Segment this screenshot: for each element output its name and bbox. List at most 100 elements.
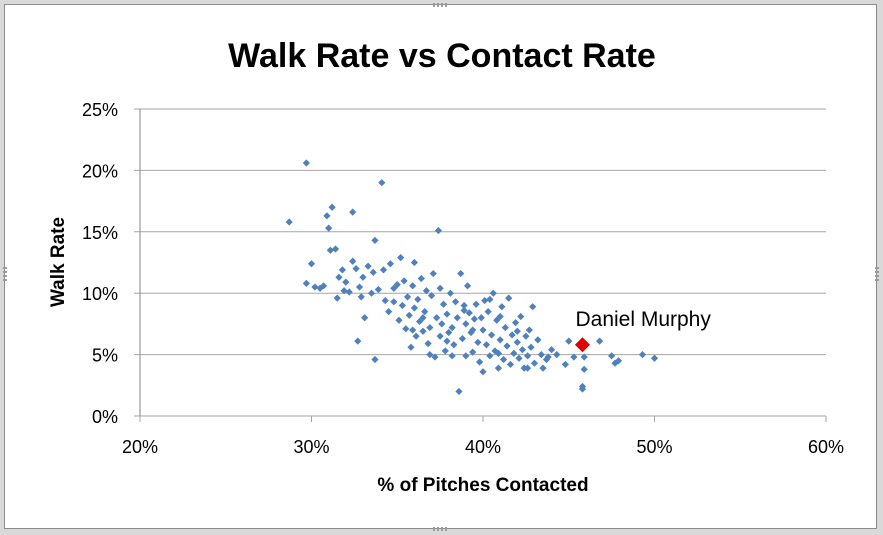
- x-tick-label: 30%: [293, 437, 329, 457]
- data-point: [445, 328, 453, 337]
- data-point: [424, 339, 432, 348]
- data-point: [455, 387, 463, 396]
- y-tick-label: 5%: [92, 346, 118, 366]
- data-point: [548, 346, 556, 354]
- data-point: [479, 326, 487, 334]
- data-point: [451, 298, 460, 306]
- data-point: [458, 335, 467, 343]
- data-point: [369, 268, 377, 276]
- data-point: [462, 320, 470, 328]
- data-point: [390, 298, 398, 306]
- resize-handle-right[interactable]: [875, 265, 879, 281]
- data-point: [460, 301, 468, 310]
- data-point: [443, 337, 451, 345]
- data-point: [506, 360, 515, 369]
- data-point: [319, 282, 328, 290]
- data-point: [311, 283, 319, 291]
- data-point: [523, 352, 532, 360]
- data-point: [518, 346, 527, 354]
- data-point: [477, 314, 485, 322]
- y-axis-label: Walk Rate: [48, 217, 69, 307]
- data-point: [486, 352, 494, 360]
- data-point: [364, 262, 372, 270]
- data-point: [323, 212, 331, 220]
- data-point: [542, 355, 551, 364]
- data-point: [608, 352, 616, 360]
- data-point: [457, 269, 465, 278]
- highlight-point: [574, 337, 590, 353]
- y-tick-label: 20%: [82, 161, 118, 181]
- data-point: [403, 293, 412, 301]
- data-point: [448, 323, 456, 332]
- data-point: [361, 314, 369, 322]
- data-point: [465, 309, 473, 317]
- data-point: [398, 301, 406, 310]
- data-point: [525, 326, 533, 334]
- data-point: [487, 331, 496, 339]
- resize-handle-bottom[interactable]: [433, 527, 449, 531]
- data-point: [357, 293, 365, 301]
- data-point: [462, 352, 470, 360]
- x-tick-label: 60%: [808, 437, 844, 457]
- data-point: [325, 224, 333, 232]
- data-point: [527, 343, 535, 351]
- data-point: [434, 226, 443, 235]
- data-point: [505, 294, 513, 302]
- data-point: [479, 368, 487, 376]
- data-point: [412, 332, 420, 340]
- data-point: [431, 353, 439, 361]
- data-point: [409, 326, 417, 334]
- data-point: [484, 308, 492, 316]
- data-point: [508, 331, 516, 339]
- data-point: [402, 325, 410, 333]
- data-point: [614, 357, 623, 365]
- data-point: [302, 279, 310, 287]
- data-point: [421, 308, 429, 316]
- data-point: [539, 364, 547, 372]
- data-point: [463, 282, 472, 290]
- data-point: [501, 323, 509, 332]
- data-point: [481, 296, 489, 305]
- data-point: [565, 337, 573, 345]
- data-point: [438, 320, 446, 328]
- data-point: [378, 179, 386, 187]
- data-point: [433, 314, 441, 322]
- resize-handle-left[interactable]: [3, 265, 7, 281]
- data-point: [474, 338, 482, 346]
- data-point: [429, 269, 437, 278]
- data-point: [496, 336, 504, 344]
- y-axis-tick-labels: 0% 5% 10% 15% 20% 25%: [82, 100, 118, 427]
- data-point: [553, 351, 561, 359]
- data-point: [439, 300, 448, 308]
- data-point: [386, 260, 394, 268]
- data-point: [354, 337, 362, 345]
- data-point: [426, 323, 434, 332]
- data-point: [475, 358, 484, 366]
- data-point: [650, 354, 659, 362]
- resize-handle-top[interactable]: [433, 3, 449, 7]
- y-tick-label: 10%: [82, 284, 118, 304]
- data-point: [499, 355, 508, 364]
- chart-area[interactable]: [3, 3, 879, 531]
- data-point: [446, 289, 455, 297]
- data-point: [349, 208, 357, 216]
- data-point: [486, 295, 494, 303]
- data-point: [285, 218, 293, 226]
- data-point: [515, 354, 523, 362]
- data-point: [400, 277, 408, 285]
- data-point: [397, 253, 405, 262]
- data-point: [470, 315, 479, 323]
- data-point: [448, 352, 456, 360]
- data-point: [443, 310, 451, 318]
- x-tick-label: 40%: [465, 437, 501, 457]
- data-point: [460, 306, 468, 314]
- data-point: [374, 285, 382, 294]
- data-point: [338, 266, 346, 274]
- y-tick-label: 25%: [82, 100, 118, 120]
- data-point: [307, 260, 316, 268]
- data-point: [359, 273, 367, 281]
- data-point: [529, 303, 537, 311]
- data-point: [523, 364, 532, 372]
- data-point: [513, 338, 521, 346]
- data-point: [472, 300, 480, 308]
